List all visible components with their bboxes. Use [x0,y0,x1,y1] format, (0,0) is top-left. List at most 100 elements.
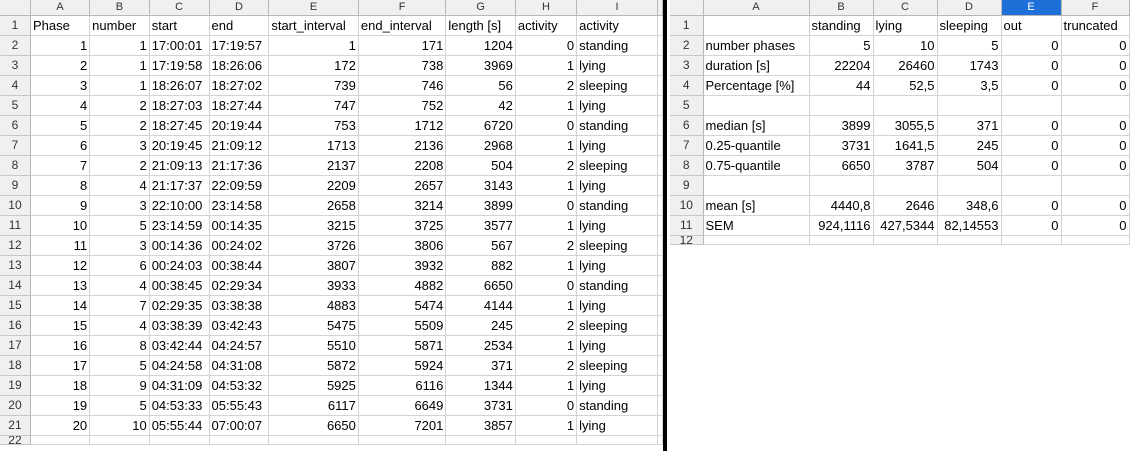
cell[interactable]: 924,1116 [809,215,874,236]
cell[interactable]: 11 [30,235,91,256]
row-header[interactable]: 14 [0,275,31,296]
row-header[interactable]: 17 [0,335,31,356]
cell[interactable] [657,35,663,56]
header-cell[interactable]: activity [576,15,658,36]
row-header[interactable]: 3 [670,55,704,76]
cell[interactable] [268,435,359,445]
cell[interactable]: 172 [268,55,359,76]
cell[interactable]: 1 [89,35,150,56]
cell[interactable] [657,195,663,216]
cell[interactable]: 2137 [268,155,359,176]
column-header-f[interactable]: F [1061,0,1130,16]
cell[interactable]: 1712 [358,115,447,136]
cell[interactable]: 04:31:08 [209,355,270,376]
cell[interactable]: 0 [1001,55,1062,76]
cell[interactable]: 5924 [358,355,447,376]
cell[interactable]: 0 [1001,155,1062,176]
cell[interactable]: 12 [30,255,91,276]
cell[interactable] [657,255,663,276]
cell[interactable]: 23:14:58 [209,195,270,216]
cell[interactable]: 3215 [268,215,359,236]
cell[interactable]: 19 [30,395,91,416]
cell[interactable]: 04:53:33 [149,395,210,416]
cell[interactable]: duration [s] [703,55,810,76]
cell[interactable]: sleeping [576,235,658,256]
cell[interactable]: 2534 [445,335,516,356]
column-header-d[interactable]: D [209,0,270,16]
cell[interactable]: 6117 [268,395,359,416]
cell[interactable]: 0 [1001,75,1062,96]
cell[interactable]: 371 [937,115,1002,136]
cell[interactable]: 4 [89,175,150,196]
cell[interactable]: 3055,5 [873,115,938,136]
row-header[interactable]: 13 [0,255,31,276]
cell[interactable]: 3143 [445,175,516,196]
cell[interactable]: 5 [89,395,150,416]
cell[interactable]: 2 [30,55,91,76]
cell[interactable]: 0 [515,35,578,56]
cell[interactable]: sleeping [576,355,658,376]
cell[interactable]: 10 [89,415,150,436]
cell[interactable]: 2 [89,155,150,176]
cell[interactable]: 753 [268,115,359,136]
cell[interactable] [149,435,210,445]
cell[interactable]: Percentage [%] [703,75,810,96]
cell[interactable] [657,395,663,416]
cell[interactable]: 3731 [809,135,874,156]
cell[interactable]: 1 [89,55,150,76]
cell[interactable]: 1 [515,255,578,276]
header-cell[interactable]: length [s] [445,15,516,36]
cell[interactable] [1061,235,1130,245]
cell[interactable] [657,435,663,445]
cell[interactable]: 9 [89,375,150,396]
row-header[interactable]: 11 [670,215,704,236]
cell[interactable]: 13 [30,275,91,296]
row-header[interactable]: 6 [670,115,704,136]
row-header[interactable]: 7 [670,135,704,156]
cell[interactable]: 4 [89,275,150,296]
cell[interactable]: 1 [515,215,578,236]
cell[interactable]: 18:27:02 [209,75,270,96]
cell[interactable] [1001,175,1062,196]
cell[interactable]: 5872 [268,355,359,376]
row-header[interactable]: 19 [0,375,31,396]
cell[interactable]: 20:19:44 [209,115,270,136]
cell[interactable]: lying [576,55,658,76]
cell[interactable]: 567 [445,235,516,256]
cell[interactable]: 7201 [358,415,447,436]
cell[interactable]: 1 [515,295,578,316]
row-header[interactable]: 16 [0,315,31,336]
cell[interactable]: 0 [1001,115,1062,136]
cell[interactable]: 2 [515,75,578,96]
cell[interactable]: sleeping [937,15,1002,36]
row-header[interactable]: 4 [670,75,704,96]
cell[interactable]: 3726 [268,235,359,256]
cell[interactable] [657,55,663,76]
cell[interactable]: 2 [89,115,150,136]
cell[interactable]: 03:38:38 [209,295,270,316]
column-header-d[interactable]: D [937,0,1002,16]
cell[interactable] [937,175,1002,196]
cell[interactable]: 0.25-quantile [703,135,810,156]
row-header[interactable]: 12 [0,235,31,256]
cell[interactable]: 8 [30,175,91,196]
cell[interactable]: 00:14:35 [209,215,270,236]
cell[interactable]: 3 [30,75,91,96]
cell[interactable] [657,155,663,176]
cell[interactable]: 0 [1001,135,1062,156]
cell[interactable]: 0 [1001,195,1062,216]
cell[interactable] [937,235,1002,245]
cell[interactable]: 5510 [268,335,359,356]
cell[interactable] [809,175,874,196]
cell[interactable]: 0 [1061,35,1130,56]
cell[interactable] [703,15,810,36]
row-header[interactable]: 20 [0,395,31,416]
row-header[interactable]: 7 [0,135,31,156]
cell[interactable]: 17 [30,355,91,376]
cell[interactable]: 3899 [445,195,516,216]
cell[interactable]: 18:26:06 [209,55,270,76]
cell[interactable]: 1 [30,35,91,56]
cell[interactable]: 02:29:34 [209,275,270,296]
cell[interactable] [89,435,150,445]
row-header[interactable]: 22 [0,435,31,445]
